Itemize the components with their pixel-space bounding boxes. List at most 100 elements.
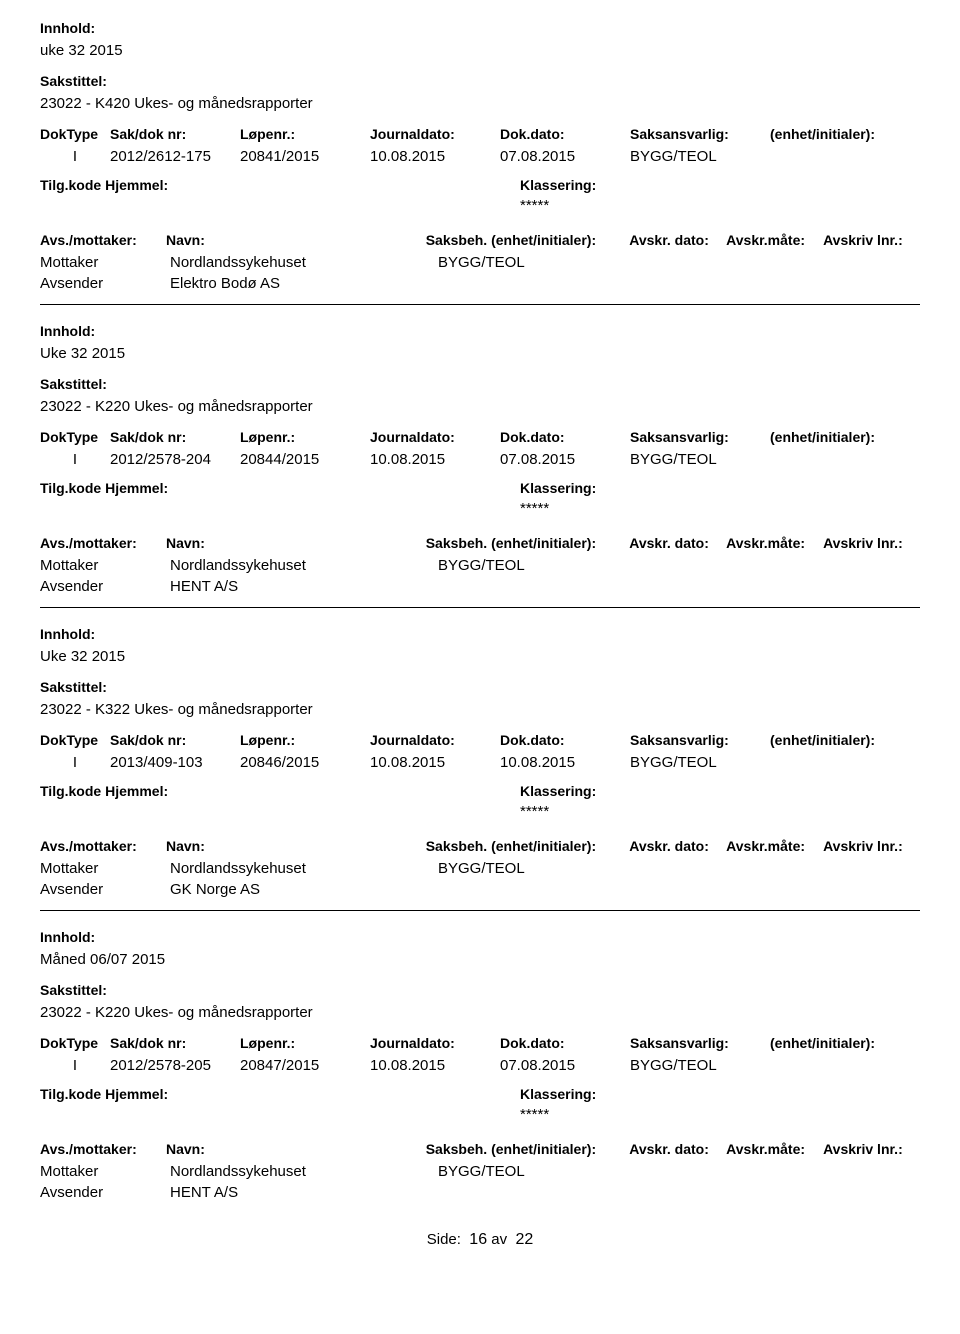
avsender-navn: Elektro Bodø AS — [170, 275, 438, 292]
journaldato-value: 10.08.2015 — [370, 148, 500, 165]
avskrdato-header: Avskr. dato: — [629, 232, 726, 248]
lopenr-header: Løpenr.: — [240, 126, 370, 142]
klassering-value: ***** — [520, 1106, 920, 1123]
saksbeh-header: Saksbeh. (enhet/initialer): — [426, 232, 630, 248]
tilgkode-hjemmel-label: Tilg.kode Hjemmel: — [40, 177, 520, 193]
innhold-value: Uke 32 2015 — [40, 648, 920, 665]
mottaker-navn: Nordlandssykehuset — [170, 860, 438, 877]
sakstittel-value: 23022 - K220 Ukes- og månedsrapporter — [40, 1004, 920, 1021]
mottaker-saksbeh: BYGG/TEOL — [438, 860, 648, 877]
avskrivlnr-header: Avskriv lnr.: — [823, 1141, 920, 1157]
journaldato-header: Journaldato: — [370, 126, 500, 142]
sakdok-value: 2012/2612-175 — [110, 148, 240, 165]
lopenr-value: 20841/2015 — [240, 148, 370, 165]
page-footer: Side: 16 av 22 — [40, 1231, 920, 1249]
dokdato-value: 07.08.2015 — [500, 148, 630, 165]
mottaker-navn: Nordlandssykehuset — [170, 1163, 438, 1180]
sakdok-header: Sak/dok nr: — [110, 732, 240, 748]
navn-header: Navn: — [166, 838, 426, 854]
record-divider — [40, 910, 920, 911]
avskrmate-header: Avskr.måte: — [726, 838, 823, 854]
saksansvarlig-header: Saksansvarlig: — [630, 429, 770, 445]
journaldato-value: 10.08.2015 — [370, 451, 500, 468]
record-divider — [40, 304, 920, 305]
tilgkode-hjemmel-label: Tilg.kode Hjemmel: — [40, 1086, 520, 1102]
sakstittel-label: Sakstittel: — [40, 73, 920, 89]
mottaker-saksbeh: BYGG/TEOL — [438, 1163, 648, 1180]
journal-record: Innhold: Måned 06/07 2015 Sakstittel: 23… — [40, 929, 920, 1201]
dokdato-header: Dok.dato: — [500, 429, 630, 445]
side-label: Side: — [427, 1231, 461, 1248]
lopenr-header: Løpenr.: — [240, 732, 370, 748]
innhold-label: Innhold: — [40, 20, 920, 36]
sakstittel-label: Sakstittel: — [40, 982, 920, 998]
avsender-label: Avsender — [40, 1184, 170, 1201]
navn-header: Navn: — [166, 1141, 426, 1157]
journaldato-header: Journaldato: — [370, 1035, 500, 1051]
avskrmate-header: Avskr.måte: — [726, 1141, 823, 1157]
journaldato-header: Journaldato: — [370, 429, 500, 445]
enhet-header: (enhet/initialer): — [770, 126, 910, 142]
avsender-navn: HENT A/S — [170, 1184, 438, 1201]
avskrivlnr-header: Avskriv lnr.: — [823, 535, 920, 551]
avsender-label: Avsender — [40, 881, 170, 898]
sakdok-value: 2013/409-103 — [110, 754, 240, 771]
navn-header: Navn: — [166, 535, 426, 551]
klassering-label: Klassering: — [520, 480, 596, 496]
lopenr-value: 20846/2015 — [240, 754, 370, 771]
avsmottaker-header: Avs./mottaker: — [40, 232, 166, 248]
doktype-value: I — [40, 451, 110, 468]
mottaker-row: Mottaker Nordlandssykehuset BYGG/TEOL — [40, 557, 920, 574]
avskrmate-header: Avskr.måte: — [726, 535, 823, 551]
mottaker-navn: Nordlandssykehuset — [170, 557, 438, 574]
klassering-value: ***** — [520, 803, 920, 820]
doktype-value: I — [40, 148, 110, 165]
avs-header-row: Avs./mottaker: Navn: Saksbeh. (enhet/ini… — [40, 1141, 920, 1157]
header-row: DokType Sak/dok nr: Løpenr.: Journaldato… — [40, 732, 920, 748]
mottaker-row: Mottaker Nordlandssykehuset BYGG/TEOL — [40, 860, 920, 877]
sakdok-header: Sak/dok nr: — [110, 429, 240, 445]
av-label: av — [491, 1231, 507, 1248]
tilgkode-row: Tilg.kode Hjemmel: Klassering: — [40, 177, 920, 193]
mottaker-saksbeh: BYGG/TEOL — [438, 557, 648, 574]
journal-record: Innhold: Uke 32 2015 Sakstittel: 23022 -… — [40, 626, 920, 898]
lopenr-header: Løpenr.: — [240, 1035, 370, 1051]
page-current: 16 — [469, 1231, 487, 1248]
sakstittel-value: 23022 - K322 Ukes- og månedsrapporter — [40, 701, 920, 718]
doktype-header: DokType — [40, 732, 110, 748]
sakstittel-label: Sakstittel: — [40, 376, 920, 392]
tilgkode-row: Tilg.kode Hjemmel: Klassering: — [40, 783, 920, 799]
avsmottaker-header: Avs./mottaker: — [40, 1141, 166, 1157]
sakdok-header: Sak/dok nr: — [110, 1035, 240, 1051]
klassering-value: ***** — [520, 500, 920, 517]
data-row: I 2013/409-103 20846/2015 10.08.2015 10.… — [40, 754, 920, 771]
saksansvarlig-value: BYGG/TEOL — [630, 148, 770, 165]
avskrmate-header: Avskr.måte: — [726, 232, 823, 248]
dokdato-header: Dok.dato: — [500, 126, 630, 142]
avs-header-row: Avs./mottaker: Navn: Saksbeh. (enhet/ini… — [40, 838, 920, 854]
mottaker-row: Mottaker Nordlandssykehuset BYGG/TEOL — [40, 254, 920, 271]
avsender-label: Avsender — [40, 275, 170, 292]
journaldato-value: 10.08.2015 — [370, 754, 500, 771]
saksansvarlig-value: BYGG/TEOL — [630, 451, 770, 468]
sakdok-header: Sak/dok nr: — [110, 126, 240, 142]
klassering-label: Klassering: — [520, 783, 596, 799]
dokdato-value: 10.08.2015 — [500, 754, 630, 771]
header-row: DokType Sak/dok nr: Løpenr.: Journaldato… — [40, 429, 920, 445]
mottaker-saksbeh: BYGG/TEOL — [438, 254, 648, 271]
dokdato-value: 07.08.2015 — [500, 1057, 630, 1074]
enhet-value — [770, 451, 910, 468]
avsender-row: Avsender Elektro Bodø AS — [40, 275, 920, 292]
lopenr-value: 20844/2015 — [240, 451, 370, 468]
sakdok-value: 2012/2578-204 — [110, 451, 240, 468]
doktype-header: DokType — [40, 1035, 110, 1051]
data-row: I 2012/2578-205 20847/2015 10.08.2015 07… — [40, 1057, 920, 1074]
avsender-navn: GK Norge AS — [170, 881, 438, 898]
sakstittel-value: 23022 - K420 Ukes- og månedsrapporter — [40, 95, 920, 112]
innhold-label: Innhold: — [40, 626, 920, 642]
avs-header-row: Avs./mottaker: Navn: Saksbeh. (enhet/ini… — [40, 535, 920, 551]
header-row: DokType Sak/dok nr: Løpenr.: Journaldato… — [40, 126, 920, 142]
mottaker-row: Mottaker Nordlandssykehuset BYGG/TEOL — [40, 1163, 920, 1180]
mottaker-navn: Nordlandssykehuset — [170, 254, 438, 271]
doktype-header: DokType — [40, 429, 110, 445]
